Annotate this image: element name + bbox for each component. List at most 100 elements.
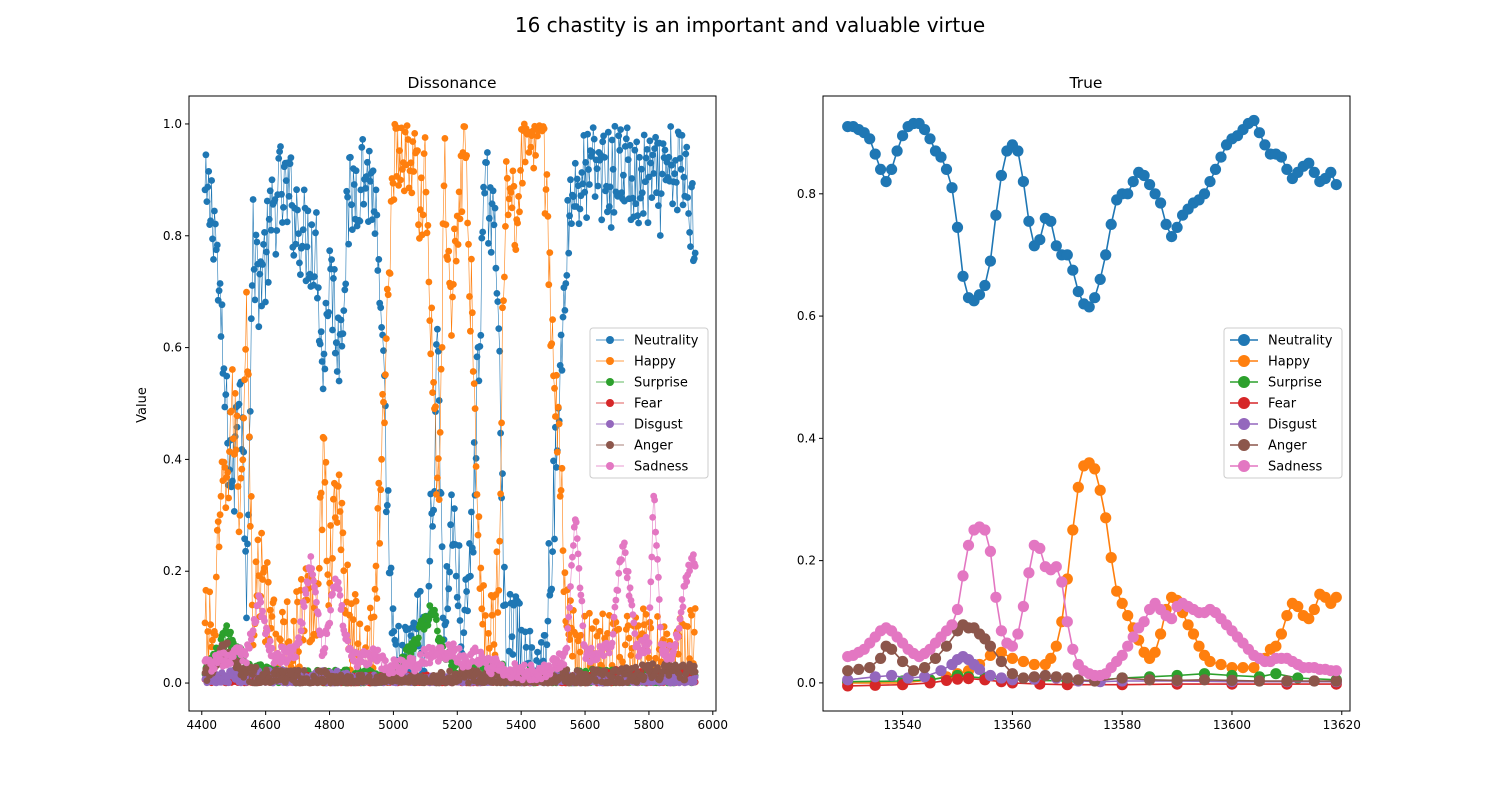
data-point-anger <box>1330 675 1342 687</box>
data-point-happy <box>245 371 252 378</box>
data-point-anger <box>886 643 898 655</box>
data-point-happy <box>322 458 330 466</box>
data-point-happy <box>574 637 582 645</box>
data-point-happy <box>1122 610 1134 622</box>
data-point-happy <box>272 630 280 638</box>
data-point-happy <box>549 316 556 323</box>
data-point-happy <box>510 182 518 190</box>
data-point-happy <box>497 490 504 498</box>
data-point-happy <box>238 465 246 473</box>
data-point-neutrality <box>316 340 324 348</box>
data-point-neutrality <box>389 605 397 613</box>
data-point-sadness <box>374 646 382 654</box>
data-point-neutrality <box>247 315 255 323</box>
data-point-neutrality <box>317 328 325 336</box>
data-point-happy <box>423 229 431 237</box>
data-point-happy <box>663 630 671 638</box>
data-point-neutrality <box>262 298 269 306</box>
data-point-happy <box>449 293 456 301</box>
data-point-anger <box>320 678 328 686</box>
legend-marker-anger <box>606 441 614 449</box>
data-point-happy <box>588 625 596 632</box>
data-point-happy <box>485 630 492 637</box>
data-point-happy <box>558 464 566 472</box>
data-point-neutrality <box>661 146 669 154</box>
data-point-neutrality <box>240 448 248 456</box>
data-point-happy <box>1248 662 1260 674</box>
data-point-neutrality <box>434 325 441 333</box>
data-point-neutrality <box>919 124 931 136</box>
series-anger <box>201 639 699 687</box>
data-point-neutrality <box>1303 157 1315 169</box>
data-point-happy <box>458 208 466 216</box>
data-point-neutrality <box>499 470 506 477</box>
data-point-happy <box>236 512 244 519</box>
data-point-neutrality <box>897 130 909 142</box>
figure-suptitle: 16 chastity is an important and valuable… <box>515 13 985 37</box>
data-point-sadness <box>343 631 351 639</box>
data-point-neutrality <box>294 206 301 214</box>
data-point-happy <box>530 164 538 172</box>
data-point-anger <box>864 662 876 674</box>
data-point-happy <box>432 403 439 411</box>
legend-label-neutrality: Neutrality <box>634 334 699 349</box>
data-point-neutrality <box>447 521 454 529</box>
data-point-neutrality <box>218 301 226 309</box>
data-point-sadness <box>252 618 260 625</box>
data-point-neutrality <box>220 365 228 372</box>
x-tick-label: 5800 <box>634 718 665 732</box>
data-point-neutrality <box>382 508 390 516</box>
data-point-happy <box>690 628 698 636</box>
data-point-neutrality <box>1067 264 1079 276</box>
data-point-disgust <box>984 669 997 682</box>
axis-ticks-dissonance: 4400 4600 4800 5000 5200 5400 5600 5800 6000 0.0 0… <box>163 117 728 732</box>
data-point-happy <box>335 471 343 479</box>
data-point-neutrality <box>478 234 486 242</box>
data-point-happy <box>542 186 550 193</box>
data-point-happy <box>686 655 693 663</box>
data-point-neutrality <box>216 280 224 287</box>
data-point-happy <box>354 640 362 648</box>
data-point-sadness <box>211 665 218 673</box>
data-point-happy <box>240 414 248 422</box>
data-point-neutrality <box>264 278 272 286</box>
data-point-neutrality <box>568 220 575 228</box>
data-point-sadness <box>579 622 587 630</box>
data-point-neutrality <box>483 159 490 167</box>
data-point-happy <box>488 611 496 619</box>
legend-marker-neutrality <box>1238 334 1250 346</box>
dissonance-chart: Dissonance Value 4400 4600 4800 5000 5200 540… <box>135 74 728 732</box>
data-point-happy <box>646 618 654 626</box>
data-point-happy <box>216 511 224 519</box>
data-point-happy <box>534 132 541 140</box>
data-point-happy <box>647 624 655 632</box>
data-point-sadness <box>644 648 652 655</box>
data-point-sadness <box>297 627 305 635</box>
data-point-neutrality <box>229 477 236 485</box>
y-tick-label: 0.0 <box>163 676 182 690</box>
data-point-neutrality <box>576 205 584 213</box>
data-point-neutrality <box>352 167 360 175</box>
data-point-happy <box>472 463 480 470</box>
data-point-neutrality <box>473 353 481 361</box>
data-point-neutrality <box>362 185 369 192</box>
data-point-neutrality <box>452 572 460 580</box>
data-point-anger <box>875 652 887 665</box>
data-point-happy <box>373 595 381 602</box>
data-point-anger <box>995 655 1008 668</box>
data-point-happy <box>414 147 421 155</box>
legend-marker-anger <box>1238 439 1250 451</box>
data-point-happy <box>640 621 648 629</box>
y-tick-label: 0.6 <box>797 309 816 323</box>
data-point-happy <box>552 413 559 420</box>
data-point-neutrality <box>1100 249 1112 261</box>
data-point-happy <box>283 598 291 606</box>
legend-marker-surprise <box>606 378 614 386</box>
y-tick-label: 0.0 <box>797 676 816 690</box>
data-point-anger <box>295 666 302 674</box>
data-point-sadness <box>1006 640 1019 652</box>
data-point-happy <box>429 389 436 396</box>
data-point-neutrality <box>1160 218 1172 230</box>
data-point-sadness <box>962 539 975 551</box>
